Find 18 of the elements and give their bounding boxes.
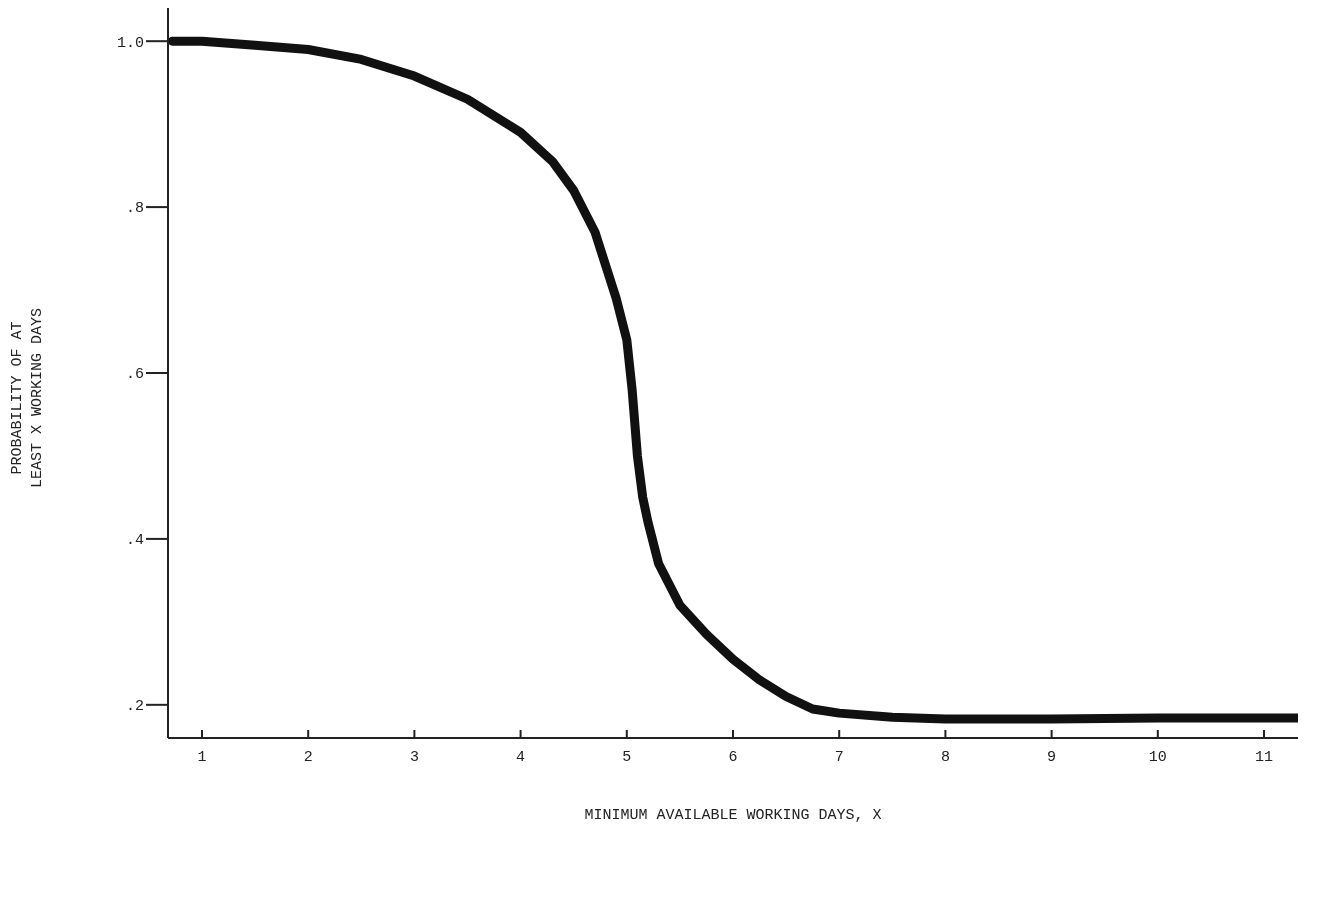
y-tick-label: .6 — [125, 366, 144, 384]
x-tick-label: 10 — [1148, 748, 1167, 766]
x-tick-label: 11 — [1255, 748, 1274, 766]
y-axis-title: PROBABILITY OF AT LEAST X WORKING DAYS — [8, 307, 47, 489]
x-tick-label: 5 — [622, 748, 632, 766]
y-tick-label: 1.0 — [116, 34, 144, 52]
x-tick-label: 8 — [940, 748, 950, 766]
y-tick-label: .2 — [125, 698, 144, 716]
x-tick-label: 6 — [728, 748, 738, 766]
x-axis-title: MINIMUM AVAILABLE WORKING DAYS, X — [584, 806, 882, 824]
x-tick-label: 1 — [197, 748, 207, 766]
y-tick-label: .8 — [125, 200, 144, 218]
y-tick-label: .4 — [125, 532, 144, 550]
x-tick-label: 7 — [834, 748, 844, 766]
x-tick-label: 2 — [303, 748, 313, 766]
x-tick-label: 3 — [409, 748, 419, 766]
x-tick-label: 4 — [516, 748, 526, 766]
x-tick-label: 9 — [1047, 748, 1057, 766]
